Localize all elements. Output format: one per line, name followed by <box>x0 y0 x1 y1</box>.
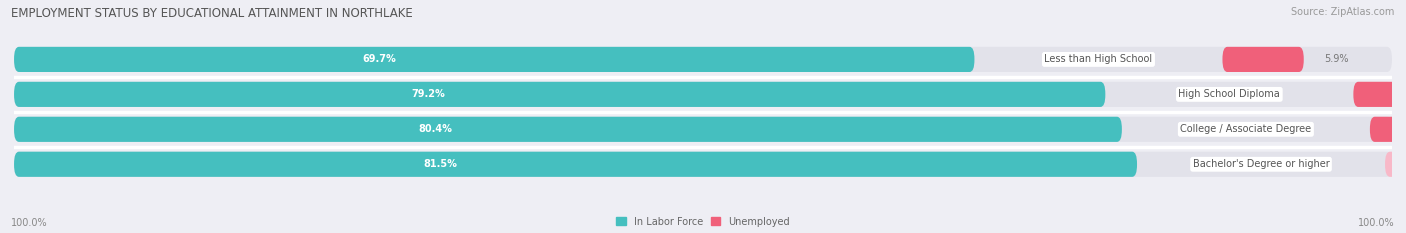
Text: 5.9%: 5.9% <box>1324 55 1348 64</box>
FancyBboxPatch shape <box>14 47 974 72</box>
Text: EMPLOYMENT STATUS BY EDUCATIONAL ATTAINMENT IN NORTHLAKE: EMPLOYMENT STATUS BY EDUCATIONAL ATTAINM… <box>11 7 413 20</box>
FancyBboxPatch shape <box>1369 117 1406 142</box>
FancyBboxPatch shape <box>14 82 1105 107</box>
Text: 79.2%: 79.2% <box>412 89 446 99</box>
FancyBboxPatch shape <box>1222 47 1303 72</box>
FancyBboxPatch shape <box>14 152 1137 177</box>
FancyBboxPatch shape <box>14 82 1392 107</box>
FancyBboxPatch shape <box>14 152 1392 177</box>
FancyBboxPatch shape <box>14 47 1392 72</box>
Text: 100.0%: 100.0% <box>1358 218 1395 228</box>
Text: Source: ZipAtlas.com: Source: ZipAtlas.com <box>1291 7 1395 17</box>
FancyBboxPatch shape <box>14 117 1392 142</box>
Legend: In Labor Force, Unemployed: In Labor Force, Unemployed <box>612 213 794 231</box>
Text: 69.7%: 69.7% <box>363 55 396 64</box>
Text: Bachelor's Degree or higher: Bachelor's Degree or higher <box>1192 159 1330 169</box>
FancyBboxPatch shape <box>1385 152 1406 177</box>
FancyBboxPatch shape <box>1354 82 1406 107</box>
Text: High School Diploma: High School Diploma <box>1178 89 1281 99</box>
Text: College / Associate Degree: College / Associate Degree <box>1180 124 1312 134</box>
FancyBboxPatch shape <box>14 117 1122 142</box>
Text: 80.4%: 80.4% <box>418 124 451 134</box>
Text: 81.5%: 81.5% <box>423 159 458 169</box>
Text: 100.0%: 100.0% <box>11 218 48 228</box>
Text: Less than High School: Less than High School <box>1045 55 1153 64</box>
